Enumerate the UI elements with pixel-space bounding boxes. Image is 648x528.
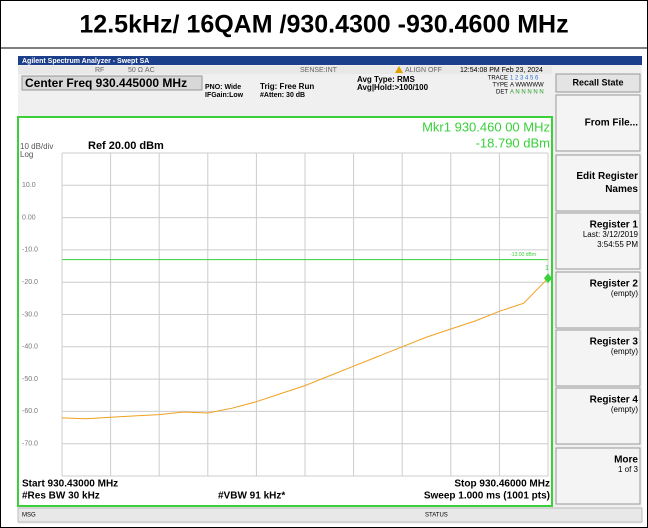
center-freq: Center Freq 930.445000 MHz bbox=[25, 76, 187, 90]
softkey-label: Last: 3/12/2019 bbox=[583, 230, 639, 239]
y-tick-label: -70.0 bbox=[22, 441, 38, 448]
trace-label: TRACE bbox=[488, 76, 508, 82]
menu-title: Recall State bbox=[572, 77, 623, 87]
softkey[interactable] bbox=[555, 212, 641, 270]
datetime: 12:54:08 PM Feb 23, 2024 bbox=[460, 67, 543, 74]
stop-freq: Stop 930.46000 MHz bbox=[454, 479, 550, 490]
center-box[interactable] bbox=[21, 75, 203, 91]
sense: SENSE:INT bbox=[300, 67, 338, 74]
vbw: #VBW 91 kHz* bbox=[218, 491, 285, 502]
rbw: #Res BW 30 kHz bbox=[22, 491, 100, 502]
softkey-label: More bbox=[614, 455, 638, 466]
softkey-label: Register 3 bbox=[590, 337, 639, 348]
y-tick-label: -60.0 bbox=[22, 408, 38, 415]
plot: 10.0 0.00 -10.0 -20.0 -30.0 -40.0 -50.0 -60.0 -7… bbox=[22, 152, 552, 477]
softkey[interactable] bbox=[555, 271, 641, 329]
log: Log bbox=[20, 150, 33, 159]
menu-title-box bbox=[555, 73, 641, 93]
msg: MSG bbox=[22, 513, 36, 519]
status-row bbox=[18, 66, 552, 74]
det-val: A N N N N N bbox=[510, 90, 544, 96]
trace bbox=[61, 277, 549, 420]
impedance: 50 Ω AC bbox=[128, 67, 155, 74]
marker bbox=[544, 273, 552, 284]
scale: 10 dB/div bbox=[20, 142, 53, 151]
y-tick-label: -10.0 bbox=[22, 247, 38, 254]
softkey-label: (empty) bbox=[611, 405, 638, 414]
display-line-label: -13.00 dBm bbox=[510, 252, 536, 258]
rf: RF bbox=[95, 67, 104, 74]
ref-level: Ref 20.00 dBm bbox=[88, 140, 164, 152]
type-val: A WWWWW bbox=[510, 83, 544, 89]
y-tick-label: 10.0 bbox=[22, 182, 36, 189]
y-tick-label: 0.00 bbox=[22, 214, 36, 221]
marker-num: 1 bbox=[545, 265, 549, 272]
softkey-label: Register 2 bbox=[590, 279, 639, 290]
trace-nums: 1 2 3 4 5 6 bbox=[510, 76, 539, 82]
softkey[interactable] bbox=[555, 329, 641, 387]
ifgain: IFGain:Low bbox=[205, 92, 244, 99]
softkey[interactable] bbox=[555, 94, 641, 152]
title: 12.5kHz/ 16QAM /930.4300 -930.4600 MHz bbox=[79, 11, 568, 39]
trig: Trig: Free Run bbox=[260, 82, 314, 91]
sweep: Sweep 1.000 ms (1001 pts) bbox=[424, 491, 550, 502]
softkey-label: From File... bbox=[585, 118, 639, 129]
marker-value: -18.790 dBm bbox=[476, 135, 550, 150]
app-bar bbox=[18, 56, 642, 65]
softkey-label: (empty) bbox=[611, 289, 638, 298]
softkey[interactable] bbox=[555, 154, 641, 212]
avg-hold: Avg|Hold:>100/100 bbox=[357, 83, 429, 92]
softkey-label: 1 of 3 bbox=[618, 465, 639, 474]
status-bar bbox=[17, 507, 643, 523]
softkey-label: Register 4 bbox=[590, 395, 639, 406]
atten: #Atten: 30 dB bbox=[260, 92, 305, 99]
type-label: TYPE bbox=[492, 83, 508, 89]
app-name: Agilent Spectrum Analyzer - Swept SA bbox=[22, 58, 149, 65]
softkey-label: 3:54:55 PM bbox=[597, 240, 638, 249]
plot-frame bbox=[17, 116, 553, 507]
det-label: DET bbox=[496, 90, 508, 96]
y-tick-label: -20.0 bbox=[22, 279, 38, 286]
warning-icon bbox=[395, 66, 403, 73]
softkey-label: Edit Register bbox=[576, 171, 638, 182]
softkey-label: Register 1 bbox=[590, 220, 639, 231]
softkey-label: Names bbox=[605, 184, 638, 195]
y-tick-label: -40.0 bbox=[22, 344, 38, 351]
y-tick-label: -50.0 bbox=[22, 376, 38, 383]
softkey[interactable] bbox=[555, 447, 641, 505]
status: STATUS bbox=[425, 513, 448, 519]
avg-type: Avg Type: RMS bbox=[357, 75, 415, 84]
softkeys: From File... Edit Register Names Register 1… bbox=[555, 94, 641, 505]
pno: PNO: Wide bbox=[205, 84, 241, 91]
y-tick-label: -30.0 bbox=[22, 311, 38, 318]
align: ALIGN OFF bbox=[405, 67, 442, 74]
softkey-label: (empty) bbox=[611, 347, 638, 356]
marker-freq: Mkr1 930.460 00 MHz bbox=[422, 119, 550, 134]
start-freq: Start 930.43000 MHz bbox=[22, 479, 118, 490]
softkey[interactable] bbox=[555, 387, 641, 445]
